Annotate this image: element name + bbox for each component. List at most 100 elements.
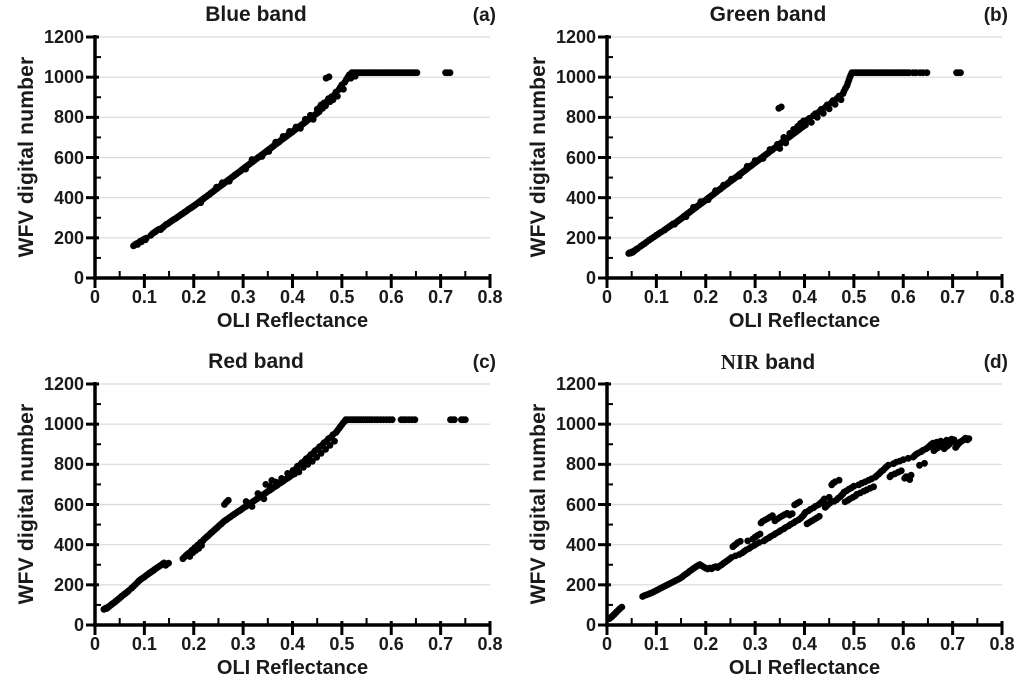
x-tick-label: 0.7: [940, 634, 966, 654]
panel-letter-label: (d): [983, 352, 1008, 373]
data-point: [254, 490, 262, 497]
data-point: [411, 416, 419, 424]
y-tick-label: 1200: [43, 374, 84, 394]
data-point: [815, 512, 823, 520]
y-tick-label: 400: [565, 534, 596, 555]
x-tick-label: 0.6: [890, 287, 916, 307]
panel-title: Red band: [0, 348, 512, 376]
x-tick-label: 0.7: [428, 634, 454, 654]
panel-title-suffix: band: [250, 3, 307, 26]
data-point: [780, 134, 788, 141]
data-point: [165, 559, 173, 567]
data-point: [308, 457, 316, 465]
data-point: [461, 416, 469, 424]
data-point: [219, 179, 226, 187]
y-tick-label: 1200: [43, 27, 84, 47]
panel-letter-label: (c): [472, 352, 496, 373]
data-point: [819, 109, 827, 117]
x-axis-title: OLI Reflectance: [216, 657, 369, 679]
data-point: [712, 187, 719, 195]
data-point: [735, 172, 743, 180]
panel-letter-label: (b): [983, 5, 1008, 26]
panel-title: NIR band: [512, 348, 1024, 377]
x-tick-label: 0.3: [230, 634, 256, 654]
x-tick-label: 0.3: [230, 287, 256, 307]
data-point: [268, 477, 276, 484]
data-point: [950, 436, 958, 444]
data-point: [802, 121, 809, 129]
data-point: [262, 481, 270, 488]
data-point: [759, 155, 767, 162]
y-tick-label: 200: [53, 227, 84, 248]
x-tick-label: 0: [89, 634, 100, 654]
data-point: [777, 103, 785, 111]
panel-title: Green band: [512, 1, 1024, 29]
data-point: [278, 475, 285, 482]
x-tick-label: 0.5: [329, 287, 355, 307]
x-axis-title: OLI Reflectance: [216, 310, 369, 332]
data-point: [213, 183, 220, 191]
y-tick-label: 1000: [43, 414, 84, 435]
scatter-plot-svg: [598, 35, 1004, 288]
panel-title-word: Red: [208, 350, 248, 373]
data-point: [272, 138, 280, 146]
panel-b-green-band: Green band (b) WFV digital number OLI Re…: [512, 0, 1024, 347]
y-tick-label: 800: [53, 107, 84, 128]
data-point: [825, 493, 833, 501]
data-point: [825, 105, 833, 113]
x-tick-label: 0.4: [791, 634, 818, 654]
y-tick-label: 1200: [555, 374, 596, 394]
x-tick-label: 0: [89, 287, 100, 307]
y-tick-label: 200: [53, 574, 84, 595]
panel-title-suffix: band: [759, 351, 816, 374]
x-tick-label: 0.5: [841, 287, 867, 307]
data-point: [413, 69, 421, 77]
y-tick-label: 800: [565, 107, 596, 128]
data-point: [907, 471, 915, 479]
x-tick-label: 0.1: [643, 634, 669, 654]
data-point: [279, 133, 287, 140]
data-point: [309, 115, 317, 123]
data-point: [334, 92, 341, 100]
data-point: [388, 416, 396, 424]
data-point: [690, 203, 697, 211]
data-point: [957, 69, 964, 77]
data-point: [265, 148, 273, 155]
x-tick-label: 0.7: [428, 287, 454, 307]
x-tick-label: 0.4: [279, 287, 306, 307]
x-tick-label: 0.3: [742, 287, 768, 307]
data-point: [224, 496, 232, 504]
data-point: [697, 198, 705, 206]
data-point: [248, 156, 256, 163]
x-tick-label: 0.8: [989, 634, 1015, 654]
x-tick-label: 0.6: [378, 287, 404, 307]
data-point: [782, 139, 790, 147]
y-tick-label: 1000: [555, 414, 596, 435]
data-point: [728, 175, 735, 183]
panel-title-word: NIR: [720, 350, 760, 374]
data-point: [788, 510, 796, 518]
data-point: [331, 437, 338, 445]
x-tick-label: 0.7: [940, 287, 966, 307]
panel-title-suffix: band: [247, 350, 304, 373]
y-tick-label: 0: [585, 615, 596, 635]
y-tick-label: 400: [565, 187, 596, 208]
data-point: [835, 476, 843, 484]
data-point: [682, 213, 690, 221]
data-point: [295, 468, 303, 476]
y-tick-label: 0: [585, 268, 596, 288]
data-point: [258, 153, 266, 160]
data-point: [326, 441, 334, 449]
panel-d-nir-band: NIR band (d) WFV digital number OLI Refl…: [512, 347, 1024, 694]
x-tick-label: 0.6: [890, 634, 916, 654]
data-point: [751, 157, 759, 164]
data-point: [831, 100, 839, 108]
data-point: [225, 177, 233, 185]
y-tick-label: 0: [73, 268, 84, 288]
x-axis-title: OLI Reflectance: [728, 657, 881, 679]
scatter-plot-svg: [86, 35, 492, 288]
y-tick-label: 1000: [43, 67, 84, 88]
panel-letter-label: (a): [472, 5, 496, 26]
y-tick-label: 800: [53, 454, 84, 475]
